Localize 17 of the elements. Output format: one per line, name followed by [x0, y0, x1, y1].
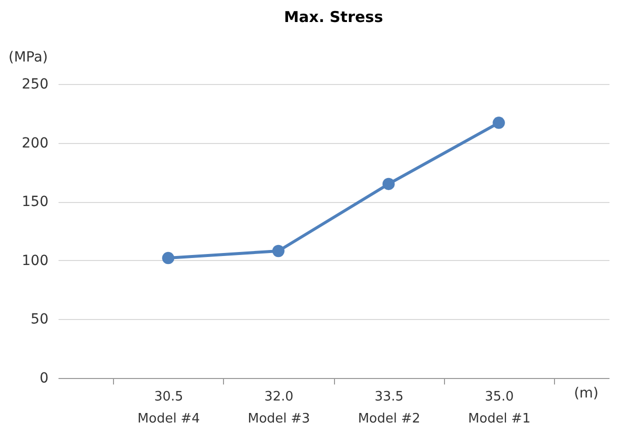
y-tick-label: 50: [30, 312, 48, 328]
x-tick-label: 33.5 Model #2: [358, 390, 420, 426]
chart-title: Max. Stress: [284, 8, 384, 26]
point: [492, 116, 505, 129]
point: [272, 244, 285, 258]
point: [162, 252, 174, 264]
x-tick-label: 35.0 Model #1: [468, 390, 530, 426]
x-axis-title: (m): [574, 386, 598, 402]
y-tick-label: 100: [22, 252, 48, 269]
y-tick-label: 200: [22, 135, 48, 152]
y-tick-label: 0: [40, 370, 48, 386]
point: [382, 178, 395, 190]
x-tick-label: 30.5 Model #4: [138, 390, 200, 426]
y-tick-label: 150: [22, 194, 48, 210]
y-axis-title: (MPa): [8, 50, 48, 66]
x-tick-label: 32.0 Model #3: [248, 390, 310, 426]
y-tick-label: 250: [22, 76, 48, 92]
